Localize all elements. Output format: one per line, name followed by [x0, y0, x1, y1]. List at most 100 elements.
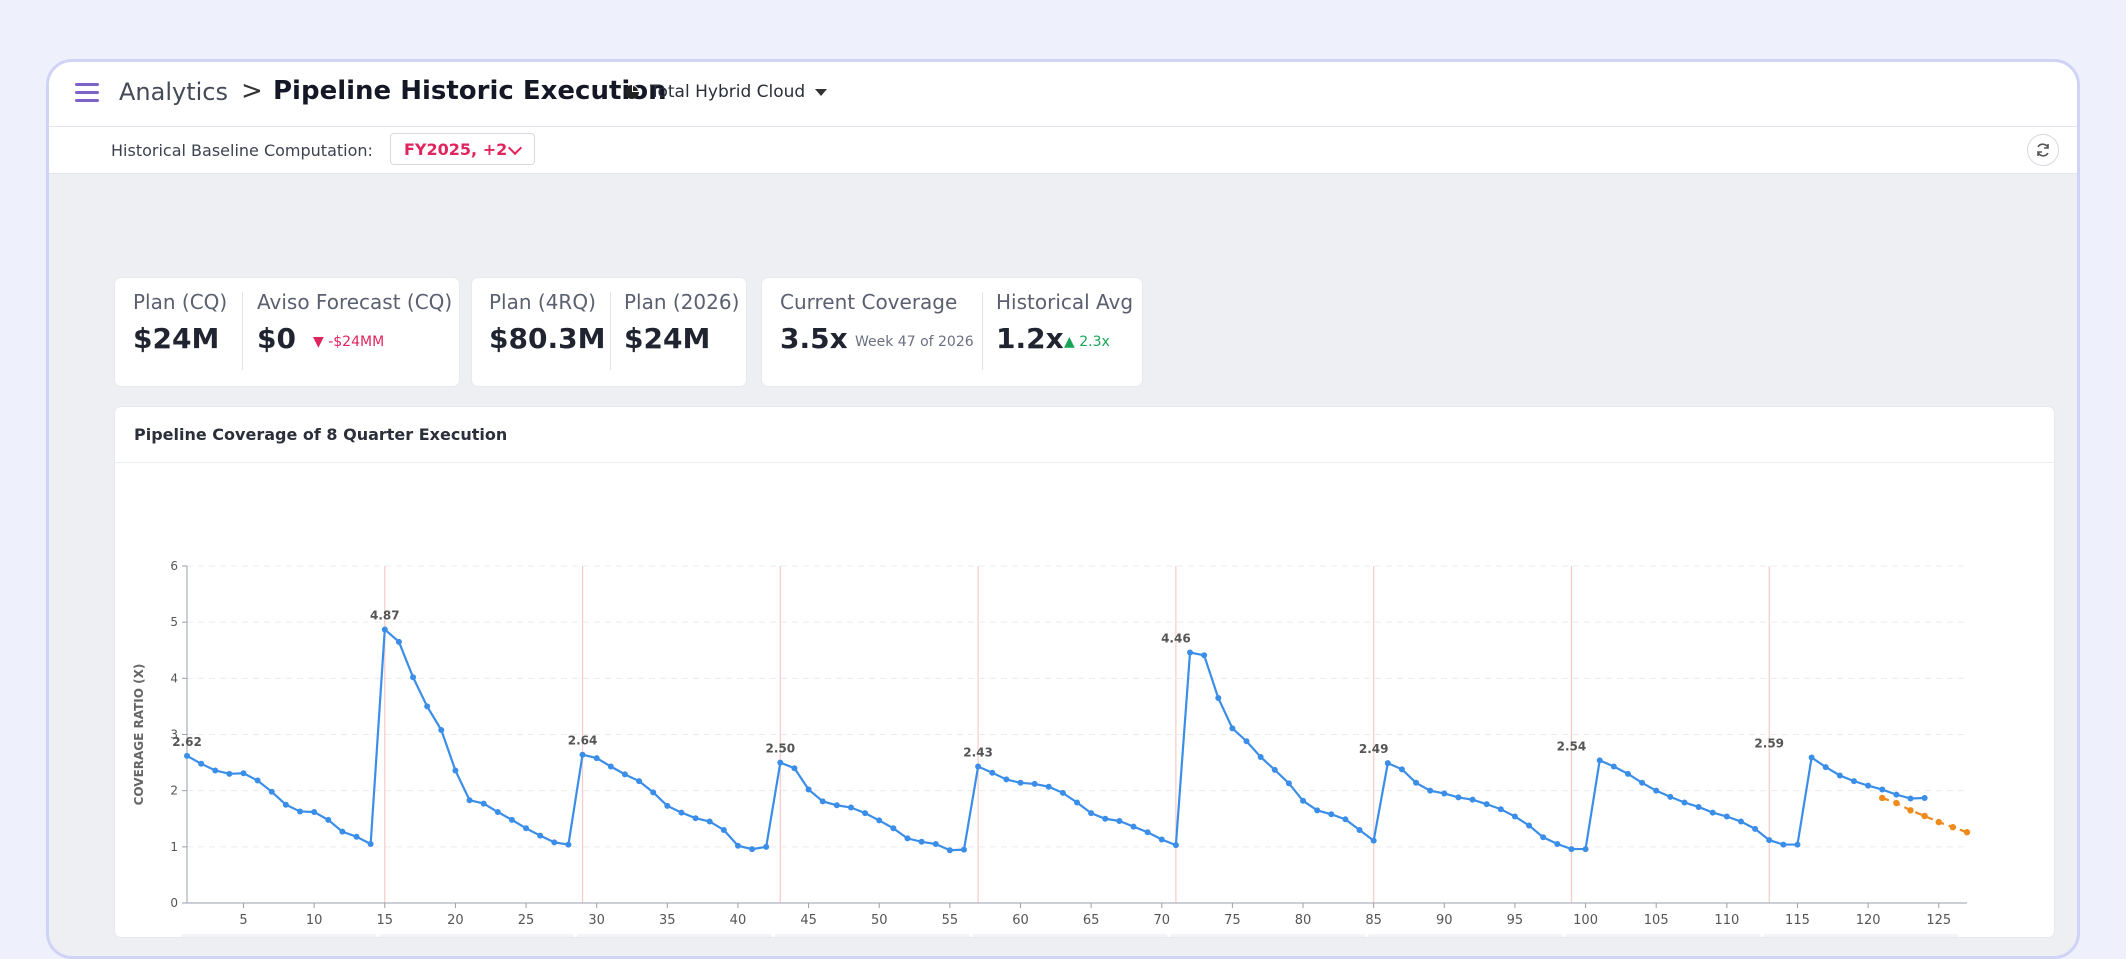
app-window: Analytics > Pipeline Historic Execution … — [46, 59, 2080, 959]
data-point — [692, 815, 699, 822]
metric-value: 1.2x — [996, 322, 1064, 355]
baseline-label: Historical Baseline Computation: — [111, 141, 373, 160]
data-label: 2.64 — [568, 734, 598, 748]
metric-card-coverage: Current Coverage 3.5x Week 47 of 2026 Hi… — [762, 278, 1142, 386]
breadcrumb-analytics[interactable]: Analytics — [119, 78, 228, 106]
x-tick-label: 125 — [1926, 913, 1951, 928]
data-point — [1088, 810, 1095, 817]
data-point — [339, 828, 346, 835]
data-label: 2.54 — [1557, 739, 1587, 753]
data-point — [1879, 786, 1886, 793]
data-point — [1045, 783, 1052, 790]
data-point — [777, 759, 784, 766]
data-point — [184, 752, 190, 759]
x-tick-label: 60 — [1012, 913, 1029, 928]
projection-point — [1921, 812, 1928, 820]
scope-selector[interactable]: Total Hybrid Cloud — [624, 82, 828, 102]
data-point — [424, 703, 431, 710]
projection-point — [1907, 807, 1914, 814]
data-point — [1836, 772, 1843, 779]
data-point — [226, 770, 233, 777]
data-label: 2.43 — [963, 746, 993, 760]
metric-delta: ▲ 2.3x — [1064, 334, 1110, 350]
y-tick-label: 6 — [170, 559, 178, 573]
refresh-icon — [2037, 143, 2049, 157]
x-tick-label: 30 — [588, 913, 605, 928]
data-point — [1342, 816, 1349, 823]
data-point — [650, 789, 657, 796]
data-point — [1300, 797, 1307, 804]
data-point — [1102, 815, 1109, 822]
series-line-total-pipeline — [186, 627, 1925, 852]
quarter-band — [576, 934, 772, 937]
projection-point — [1935, 818, 1942, 826]
data-point — [749, 846, 756, 853]
caret-down-icon — [815, 88, 828, 96]
data-point — [1384, 760, 1391, 767]
data-point — [932, 841, 939, 848]
x-tick-label: 40 — [730, 913, 747, 928]
y-tick-label: 2 — [170, 784, 178, 798]
data-point — [1356, 826, 1363, 833]
data-point — [480, 800, 487, 807]
data-point — [1766, 837, 1773, 844]
y-tick-label: 5 — [170, 615, 178, 629]
data-point — [508, 816, 515, 823]
data-point — [1469, 796, 1476, 803]
data-point — [311, 809, 318, 816]
data-point — [621, 771, 628, 778]
x-tick-label: 5 — [239, 913, 247, 928]
data-point — [297, 808, 304, 815]
metric-card-plan-cq: Plan (CQ) $24M Aviso Forecast (CQ) $0 ▼ … — [115, 278, 459, 386]
metric-value: $24M — [624, 322, 711, 355]
data-point — [1074, 799, 1080, 806]
data-point — [551, 839, 558, 846]
data-point — [212, 767, 219, 774]
data-point — [325, 816, 332, 823]
x-tick-label: 70 — [1153, 913, 1170, 928]
quarter-band — [774, 934, 970, 937]
chart-card: Pipeline Coverage of 8 Quarter Execution… — [115, 407, 2054, 937]
refresh-button[interactable] — [2027, 134, 2059, 166]
x-tick-label: 95 — [1507, 913, 1524, 928]
data-point — [1808, 754, 1815, 761]
hamburger-menu-icon[interactable] — [75, 83, 99, 103]
baseline-select[interactable]: FY2025, +2 — [390, 133, 535, 165]
scope-label: Total Hybrid Cloud — [650, 82, 806, 102]
data-point — [1031, 780, 1038, 787]
chevron-down-icon — [507, 140, 523, 156]
data-point — [1681, 799, 1688, 806]
data-point — [1526, 822, 1533, 829]
x-tick-label: 105 — [1644, 913, 1669, 928]
filter-bar: Historical Baseline Computation: FY2025,… — [49, 127, 2077, 174]
data-point — [268, 788, 275, 795]
x-tick-label: 120 — [1856, 913, 1881, 928]
metric-label: Plan (2026) — [624, 290, 740, 314]
data-point — [1215, 694, 1222, 701]
data-point — [1709, 809, 1716, 816]
data-point — [494, 809, 501, 816]
data-point — [1752, 825, 1759, 832]
data-point — [1554, 841, 1561, 848]
y-axis-label: COVERAGE RATIO (X) — [132, 664, 146, 806]
x-tick-label: 80 — [1295, 913, 1312, 928]
data-point — [607, 763, 614, 770]
data-point — [1172, 842, 1179, 849]
data-point — [1497, 806, 1504, 813]
data-point — [664, 802, 671, 809]
data-point — [579, 751, 586, 758]
metric-label: Plan (CQ) — [133, 290, 228, 314]
top-header: Analytics > Pipeline Historic Execution … — [49, 62, 2077, 127]
data-point — [1865, 782, 1872, 789]
data-point — [565, 841, 572, 848]
data-point — [1780, 841, 1787, 848]
data-point — [1921, 794, 1928, 801]
data-point — [805, 786, 812, 793]
data-point — [1130, 823, 1137, 830]
projection-point — [1963, 829, 1971, 836]
data-point — [833, 802, 840, 809]
x-tick-label: 85 — [1365, 913, 1382, 928]
data-point — [410, 674, 417, 681]
metric-card-plan: Plan (4RQ) $80.3M Plan (2026) $24M — [472, 278, 746, 386]
